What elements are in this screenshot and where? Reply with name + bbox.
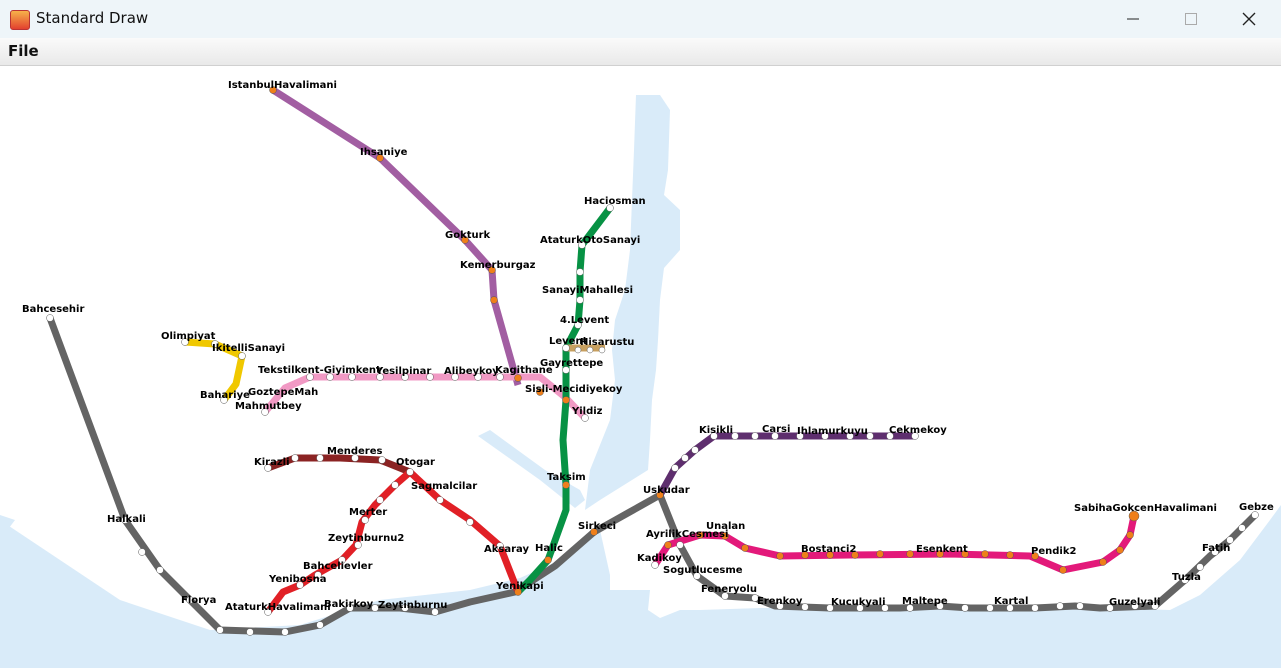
m5-line [656,432,915,497]
label-ihlamurkuyu: Ihlamurkuyu [797,426,868,437]
maximize-button[interactable] [1162,0,1220,38]
label-hisarustu: Hisarustu [580,337,634,348]
label-aksaray: Aksaray [484,544,529,555]
label-bahcelievler: Bahcelievler [303,561,373,572]
label-halic: Halic [535,543,563,554]
label-bahcesehir: Bahcesehir [22,304,84,315]
java-app-icon [10,10,30,30]
menu-bar: File [0,38,1281,66]
label-sogutlucesme: Sogutlucesme [663,565,743,576]
label-kagithane: Kagithane [495,365,553,376]
label-levent: Levent [549,336,588,347]
marmaray-line-east [656,493,1258,612]
label-tuzla: Tuzla [1172,572,1201,583]
label-kirazli: Kirazli [254,457,290,468]
label-menderes: Menderes [327,446,383,457]
label-4-levent: 4.Levent [560,315,609,326]
label-esenkent: Esenkent [916,544,968,555]
label-olimpiyat: Olimpiyat [161,331,216,342]
label-halkali: Halkali [107,514,146,525]
label-taksim: Taksim [547,472,586,483]
label-pendik2: Pendik2 [1031,546,1076,557]
label-cekmekoy: Cekmekoy [889,425,947,436]
close-button[interactable] [1220,0,1278,38]
close-icon [1242,12,1256,26]
bosphorus [585,95,680,510]
label-yesilpinar: Yesilpinar [375,366,431,377]
marmara-sea [0,505,1281,668]
menu-file[interactable]: File [8,42,39,60]
label-yenikapi: Yenikapi [495,581,544,592]
golden-horn [478,430,585,508]
label-erenkoy: Erenkoy [757,596,803,607]
station-dots [46,86,1259,636]
label-ihsaniye: Ihsaniye [360,147,408,158]
label-gayrettepe: Gayrettepe [540,358,603,369]
label-merter: Merter [349,507,387,518]
label-fatih: Fatih [1202,543,1230,554]
label-otogar: Otogar [396,457,435,468]
label-gokturk: Gokturk [445,230,491,241]
label-haciosman: Haciosman [584,196,646,207]
label-yildiz: Yildiz [571,406,603,417]
label-sabiha-gokcen: SabihaGokcenHavalimani [1074,503,1217,514]
label-mahmutbey: Mahmutbey [235,401,302,412]
label-zeytinburnu2: Zeytinburnu2 [328,533,404,544]
label-bostanci2: Bostanci2 [801,544,856,555]
label-ataturk-havalimani: AtaturkHavalimani [225,602,331,613]
label-kadikoy: Kadikoy [637,553,682,564]
water-areas [0,95,1281,668]
label-guzelyali: Guzelyali [1109,597,1160,608]
label-bahariye: Bahariye [200,390,250,401]
m1-line [266,454,412,476]
label-kucukyali: Kucukyali [831,597,886,608]
label-uskudar: Uskudar [643,485,690,496]
label-feneryolu: Feneryolu [701,584,757,595]
label-carsi: Carsi [762,424,790,435]
label-zeytinburnu: Zeytinburnu [378,600,447,611]
label-florya: Florya [181,595,216,606]
label-sisli-mecidiyekoy: Sisli-Mecidiyekoy [525,384,623,395]
minimize-icon [1127,18,1139,20]
label-kartal: Kartal [994,596,1028,607]
marmara-left [0,515,15,540]
metro-map: IstanbulHavalimani Ihsaniye Gokturk Keme… [0,80,1281,668]
label-ikitelli-sanayi: IkitelliSanayi [212,343,285,354]
label-goztepe-mah: GoztepeMah [248,387,318,398]
label-kemerburgaz: Kemerburgaz [460,260,536,271]
label-istanbul-havalimani: IstanbulHavalimani [228,80,337,91]
label-bakirkoy: Bakirkoy [324,599,374,610]
minimize-button[interactable] [1104,0,1162,38]
m2-line [515,205,613,595]
label-sirkeci: Sirkeci [578,521,616,532]
label-gebze: Gebze [1239,502,1274,513]
label-sanayi-mahallesi: SanayiMahallesi [542,285,633,296]
window-title: Standard Draw [36,9,149,27]
label-unalan: Unalan [706,521,745,532]
label-yenibosna: Yenibosna [268,574,327,585]
maximize-icon [1185,13,1197,25]
station-labels: IstanbulHavalimani Ihsaniye Gokturk Keme… [22,80,1274,613]
m11-line [271,87,522,386]
label-sagmalcilar: Sagmalcilar [411,481,477,492]
label-ayrilik-cesmesi: AyrilikCesmesi [646,529,728,540]
label-tekstilkent: Tekstilkent-Giyimkent [258,365,381,376]
label-kisikli: Kisikli [699,425,733,436]
label-alibeykoy: Alibeykoy [444,366,499,377]
label-maltepe: Maltepe [902,596,948,607]
label-ataturk-oto-sanayi: AtaturkOtoSanayi [540,235,640,246]
m1b-line [265,469,413,615]
metro-map-canvas: IstanbulHavalimani Ihsaniye Gokturk Keme… [0,66,1281,668]
title-bar: Standard Draw [0,0,1281,38]
